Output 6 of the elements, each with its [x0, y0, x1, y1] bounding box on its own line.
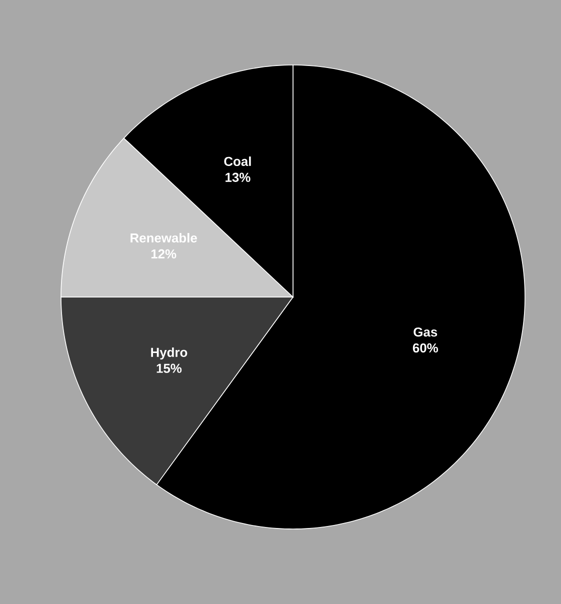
slice-label: Hydro: [151, 347, 188, 360]
slice-label: Gas: [414, 327, 438, 337]
slice-label: Coal: [224, 156, 251, 166]
data-label: 15%: [156, 364, 182, 373]
data-label: 13%: [226, 172, 250, 182]
data-label: 60%: [412, 343, 438, 353]
